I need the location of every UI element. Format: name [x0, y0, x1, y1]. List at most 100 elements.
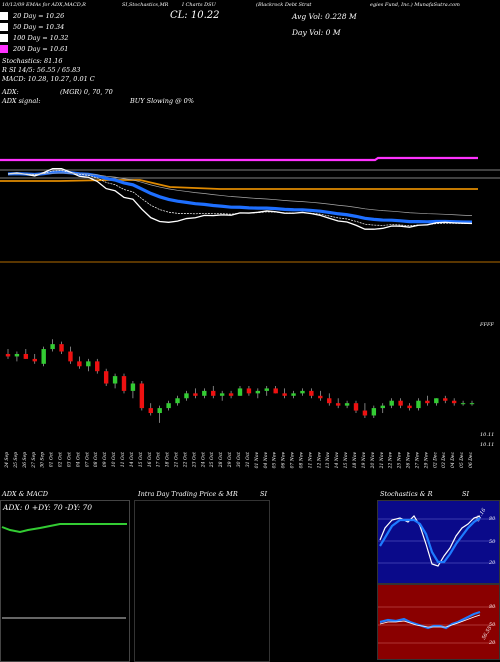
- date-tick-label: 15 Nov: [343, 452, 349, 469]
- candle-body: [335, 403, 341, 406]
- legend-200-day: 200 Day = 10.61: [0, 44, 68, 54]
- candle-body: [425, 400, 430, 404]
- candle-body: [184, 393, 189, 399]
- header-subtitle-1: SI,Stochastics,MR: [122, 2, 169, 8]
- candle-body: [139, 383, 145, 409]
- ema-50-line: [7, 172, 473, 216]
- main-chart: 24 Sep 25 Sep 26 Sep 27 Sep 30 Sep 01 Oct 02 O…: [0, 156, 500, 470]
- right-axis-label: FFFF: [480, 322, 494, 328]
- adx-panel: [0, 500, 130, 662]
- stoch-tick-80: 80: [489, 516, 496, 522]
- legend-swatch-100-day: [0, 34, 8, 42]
- date-tick-label: 14 Oct: [129, 452, 135, 467]
- candle-body: [148, 408, 153, 414]
- date-tick-label: 15 Oct: [138, 452, 144, 467]
- candle-body: [264, 388, 269, 391]
- rsi-tick-20: 20: [489, 640, 496, 646]
- candle-body: [95, 361, 100, 372]
- buy-slowing-value: BUY Slowing @ 0%: [130, 97, 194, 105]
- candle-body: [41, 349, 46, 364]
- candle-body: [103, 371, 109, 384]
- date-tick-label: 04 Oct: [75, 452, 81, 467]
- ema-layer: [0, 156, 500, 230]
- candle-body: [246, 388, 252, 394]
- candle-layer: [5, 339, 475, 423]
- rsi-panel: [377, 584, 500, 660]
- date-axis: 24 Sep 25 Sep 26 Sep 27 Sep 30 Sep 01 Oct 02 O…: [4, 452, 474, 470]
- legend-20-day: 20 Day = 10.26: [0, 11, 64, 21]
- candle-body: [255, 390, 261, 394]
- candle-body: [416, 400, 421, 409]
- date-tick-label: 09 Oct: [102, 452, 108, 467]
- date-tick-label: 29 Nov: [423, 452, 429, 470]
- candle-body: [228, 393, 234, 396]
- rsi-tick-80: 80: [489, 604, 496, 610]
- date-tick-label: 12 Nov: [316, 452, 322, 469]
- candle-body: [291, 393, 296, 396]
- legend-label-200-day: 200 Day = 10.61: [13, 45, 69, 53]
- candle-body: [318, 395, 323, 399]
- candle-body: [68, 351, 73, 362]
- candle-body: [112, 376, 118, 384]
- legend-100-day: 100 Day = 10.32: [0, 33, 68, 43]
- adx-signal-label: ADX signal:: [2, 97, 41, 105]
- legend-swatch-20-day: [0, 12, 8, 20]
- candle-body: [451, 400, 457, 404]
- intra-day-panel: [134, 500, 270, 662]
- date-tick-label: 03 Oct: [66, 452, 72, 467]
- avg-volume: Avg Vol: 0.228 M: [292, 12, 357, 21]
- candle-body: [157, 408, 162, 414]
- candle-body: [398, 400, 403, 406]
- date-tick-label: 27 Nov: [414, 452, 420, 470]
- date-tick-label: 03 Dec: [441, 452, 447, 468]
- header-title: 10/12/09 EMAs for ADX,MACD,R: [2, 2, 86, 8]
- date-tick-label: 11 Oct: [120, 452, 126, 467]
- candle-body: [32, 358, 37, 362]
- date-tick-label: 25 Nov: [397, 452, 403, 470]
- date-tick-label: 19 Nov: [361, 452, 367, 469]
- date-tick-label: 14 Nov: [334, 452, 340, 469]
- header-subtitle-2: I Charts DSU: [182, 2, 216, 8]
- candle-body: [121, 376, 127, 391]
- close-value: CL: 10.22: [170, 10, 220, 21]
- date-tick-label: 23 Oct: [191, 452, 197, 468]
- header-subtitle-3: (Blackrock Debt Strat: [256, 2, 312, 8]
- stoch-tick-20: 20: [489, 560, 496, 566]
- candle-body: [380, 405, 385, 409]
- date-tick-label: 30 Sep: [40, 452, 46, 468]
- candle-body: [300, 390, 305, 394]
- date-tick-label: 22 Oct: [182, 452, 188, 468]
- date-tick-label: 05 Nov: [272, 452, 278, 469]
- rsi-value: R SI 14/5: 56.55 / 65.83: [2, 66, 81, 74]
- date-tick-label: 25 Sep: [13, 452, 19, 469]
- candle-body: [460, 403, 466, 405]
- date-tick-label: 18 Nov: [352, 452, 358, 469]
- legend-swatch-50-day: [0, 23, 8, 31]
- mgr-value: (MGR) 0, 70, 70: [60, 88, 113, 96]
- date-tick-label: 04 Nov: [263, 452, 269, 469]
- date-tick-label: 16 Oct: [147, 452, 153, 467]
- candle-body: [389, 400, 394, 406]
- candle-body: [166, 403, 171, 409]
- date-tick-label: 02 Dec: [432, 452, 438, 468]
- adx-label: ADX:: [2, 88, 19, 96]
- price-close-line: [7, 168, 473, 230]
- date-tick-label: 21 Oct: [174, 452, 180, 468]
- date-tick-label: 27 Sep: [31, 452, 37, 469]
- day-volume: Day Vol: 0 M: [292, 28, 341, 37]
- date-tick-label: 18 Oct: [165, 452, 171, 467]
- date-tick-label: 08 Oct: [93, 452, 99, 467]
- intra-panel-si: SI: [260, 490, 268, 498]
- date-tick-label: 21 Nov: [379, 452, 385, 470]
- date-tick-label: 30 Oct: [236, 452, 242, 467]
- candle-body: [273, 388, 278, 394]
- ema-orange-line: [0, 179, 478, 190]
- candle-body: [434, 398, 439, 404]
- date-tick-label: 25 Oct: [209, 452, 215, 468]
- ema-10-line: [7, 170, 473, 227]
- candle-body: [130, 383, 136, 391]
- candle-body: [362, 410, 368, 416]
- date-tick-label: 08 Nov: [298, 452, 304, 469]
- date-tick-label: 06 Nov: [281, 452, 287, 469]
- candle-body: [193, 393, 198, 396]
